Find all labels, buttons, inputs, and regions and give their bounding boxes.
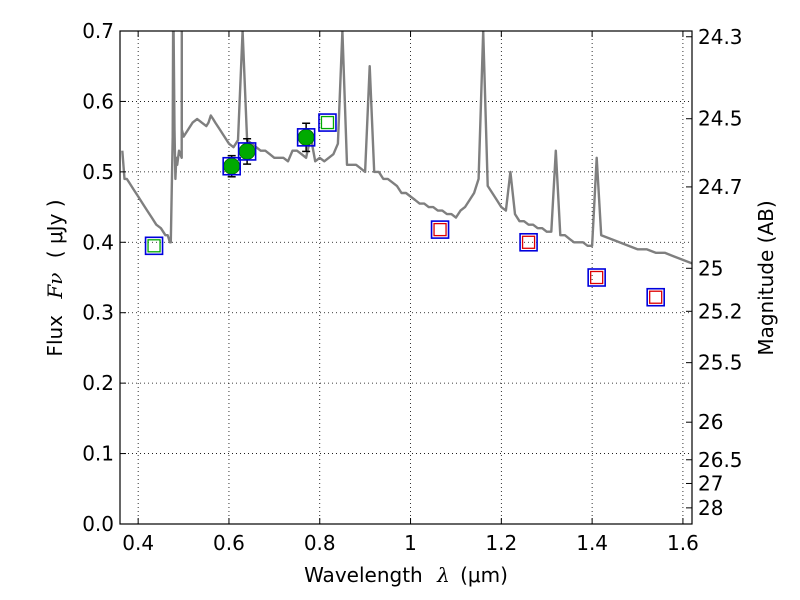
y-tick-label: 0.4	[82, 230, 114, 254]
y2-tick-label: 26.5	[698, 448, 743, 472]
y2-axis-label: Magnitude (AB)	[754, 200, 778, 355]
model-blue-marker	[587, 268, 606, 287]
model-blue-marker	[296, 128, 316, 147]
y-axis-label: Flux Fν ( μJy )	[43, 199, 67, 356]
y2-tick-label: 24.3	[698, 25, 743, 49]
y-tick-label: 0.1	[82, 442, 114, 466]
model-blue-marker	[222, 156, 241, 176]
y2-tick-label: 25.2	[698, 299, 743, 323]
y2-tick-label: 25	[698, 256, 723, 280]
y2-tick-label: 25.5	[698, 351, 743, 375]
model-blue-marker	[144, 236, 164, 256]
observed-point	[223, 157, 241, 175]
model-blue-marker	[318, 113, 337, 132]
grid	[120, 30, 692, 525]
y-tick-label: 0.6	[82, 89, 114, 113]
model-green-marker	[320, 115, 335, 130]
y2-tick-label: 27	[698, 471, 723, 495]
x-tick-label: 0.8	[304, 531, 336, 555]
plot-frame	[119, 30, 693, 525]
model-red-marker	[433, 222, 447, 237]
y2-tick-label: 28	[698, 496, 723, 520]
x-axis-label: Wavelength λ (μm)	[304, 563, 508, 587]
y-tick-label: 0.7	[82, 19, 114, 43]
model-green-marker	[147, 239, 161, 253]
model-blue-marker	[430, 220, 450, 239]
y-tick-label: 0.2	[82, 371, 114, 395]
model-red-marker	[649, 290, 663, 304]
x-tick-label: 1	[404, 531, 417, 555]
x-tick-label: 0.6	[213, 531, 245, 555]
x-tick-label: 1.2	[485, 531, 517, 555]
x-tick-label: 1.6	[667, 531, 699, 555]
axis-ticks: 0.4 0.6 0.8 1 1.2 1.4 1.6 0.0 0.1 0.2 0.3 0.4 0.5 0.6…	[82, 19, 742, 555]
series-group	[121, 31, 692, 265]
y-tick-label: 0.0	[82, 512, 114, 536]
model-red-marker	[521, 235, 536, 249]
model-red-marker	[590, 270, 604, 285]
model-blue-marker	[519, 232, 538, 252]
model-spectrum-line	[121, 31, 692, 265]
y2-tick-label: 24.5	[698, 107, 743, 131]
y2-tick-label: 24.7	[698, 175, 743, 199]
model-blue-marker	[646, 287, 665, 307]
y-tick-label: 0.3	[82, 301, 114, 325]
model-blue-marker	[237, 142, 257, 161]
y2-tick-label: 26	[698, 410, 723, 434]
y-tick-label: 0.5	[82, 160, 114, 184]
plot-area	[121, 31, 692, 307]
observed-point	[297, 128, 315, 146]
observed-point	[238, 143, 256, 160]
x-tick-label: 0.4	[122, 531, 154, 555]
x-tick-label: 1.4	[576, 531, 608, 555]
